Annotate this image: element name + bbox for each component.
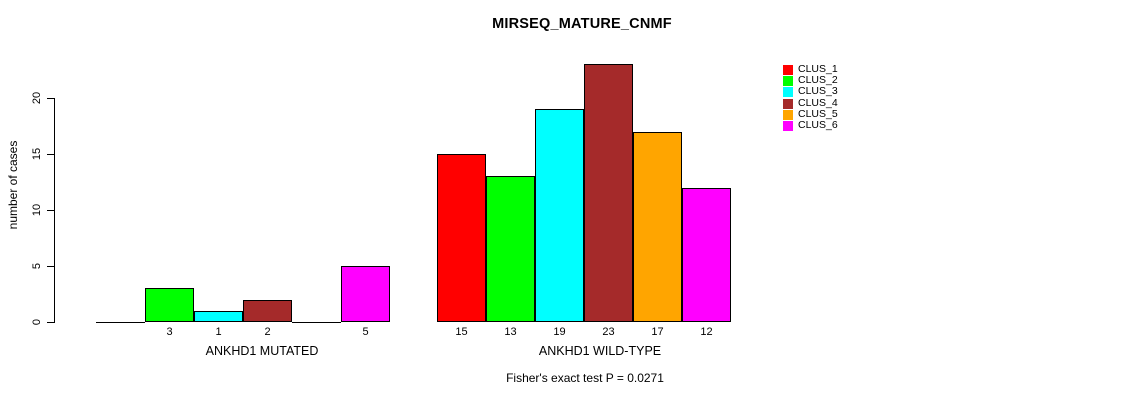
- bar-clus_4-group1: [243, 300, 292, 322]
- legend-swatch-clus_2: [783, 75, 793, 86]
- chart-title: MIRSEQ_MATURE_CNMF: [492, 16, 672, 32]
- y-axis-tick-15: [47, 154, 54, 155]
- bar-value-label-clus_3-group2: 19: [553, 326, 566, 338]
- legend-swatch-clus_1: [783, 64, 793, 75]
- legend-item-clus_5: CLUS_5: [783, 109, 838, 120]
- x-axis-group-label-wildtype: ANKHD1 WILD-TYPE: [538, 344, 662, 358]
- bar-value-label-clus_4-group1: 2: [264, 326, 271, 338]
- legend-label-clus_6: CLUS_6: [798, 119, 838, 131]
- legend-label-clus_4: CLUS_4: [798, 97, 838, 109]
- bar-value-label-clus_6-group1: 5: [362, 326, 369, 338]
- y-axis-tick-label-5: 5: [31, 262, 43, 270]
- legend-item-clus_3: CLUS_3: [783, 86, 838, 97]
- bar-clus_6-group2: [682, 188, 731, 322]
- y-axis-tick-10: [47, 210, 54, 211]
- bar-value-label-clus_2-group2: 13: [504, 326, 517, 338]
- fisher-test-annotation: Fisher's exact test P = 0.0271: [506, 371, 664, 385]
- legend-swatch-clus_4: [783, 98, 793, 109]
- legend-label-clus_2: CLUS_2: [798, 74, 838, 86]
- bar-clus_3-group2: [535, 109, 584, 322]
- y-axis-tick-label-20: 20: [31, 91, 43, 105]
- legend-item-clus_4: CLUS_4: [783, 98, 838, 109]
- bar-clus_3-group1: [194, 311, 243, 322]
- bar-clus_1-group2: [437, 154, 486, 322]
- bar-clus_2-group2: [486, 176, 535, 322]
- y-axis-tick-label-10: 10: [31, 203, 43, 217]
- bar-clus_6-group1: [341, 266, 390, 322]
- bar-value-label-clus_2-group1: 3: [166, 326, 173, 338]
- y-axis-tick-20: [47, 98, 54, 99]
- x-axis-group-label-mutated: ANKHD1 MUTATED: [205, 344, 319, 358]
- bar-clus_4-group2: [584, 64, 633, 322]
- bar-value-label-clus_5-group2: 17: [651, 326, 664, 338]
- bar-value-label-clus_1-group2: 15: [455, 326, 468, 338]
- legend-item-clus_2: CLUS_2: [783, 75, 838, 86]
- y-axis-tick-5: [47, 266, 54, 267]
- y-axis-tick-label-15: 15: [31, 147, 43, 161]
- y-axis-tick-label-0: 0: [31, 318, 43, 326]
- bar-value-label-clus_3-group1: 1: [215, 326, 222, 338]
- legend-label-clus_1: CLUS_1: [798, 63, 838, 75]
- legend-swatch-clus_3: [783, 86, 793, 97]
- legend-label-clus_3: CLUS_3: [798, 85, 838, 97]
- legend-item-clus_6: CLUS_6: [783, 120, 838, 131]
- y-axis-tick-0: [47, 322, 54, 323]
- zero-bar-clus_5-group1: [292, 322, 341, 323]
- legend-swatch-clus_6: [783, 120, 793, 131]
- bar-clus_5-group2: [633, 132, 682, 322]
- bar-clus_2-group1: [145, 288, 194, 322]
- y-axis-line: [54, 98, 55, 323]
- zero-bar-clus_1-group1: [96, 322, 145, 323]
- bar-value-label-clus_4-group2: 23: [602, 326, 615, 338]
- legend-label-clus_5: CLUS_5: [798, 108, 838, 120]
- legend-item-clus_1: CLUS_1: [783, 64, 838, 75]
- y-axis-label: number of cases: [6, 140, 20, 230]
- bar-value-label-clus_6-group2: 12: [700, 326, 713, 338]
- legend-swatch-clus_5: [783, 109, 793, 120]
